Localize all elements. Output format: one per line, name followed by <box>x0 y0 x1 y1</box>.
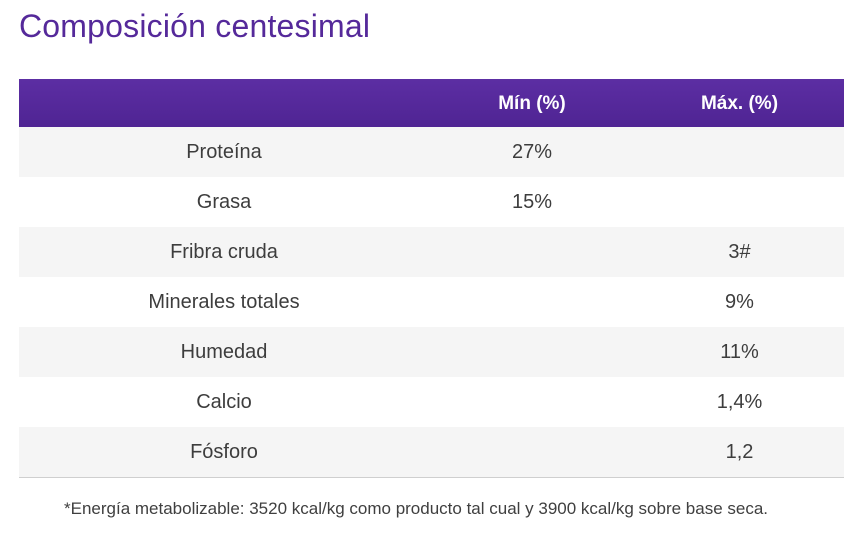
table-row: Fósforo 1,2 <box>19 427 844 477</box>
row-name: Humedad <box>180 340 268 363</box>
row-max: 3# <box>728 240 751 263</box>
row-max: 11% <box>720 340 759 363</box>
table-row: Calcio 1,4% <box>19 377 844 427</box>
row-name: Proteína <box>186 140 262 163</box>
table-row: Minerales totales 9% <box>19 277 844 327</box>
table-row: Proteína 27% <box>19 127 844 177</box>
row-name: Grasa <box>196 190 252 213</box>
table-header: Mín (%) Máx. (%) <box>19 79 844 127</box>
row-name: Fribra cruda <box>170 240 278 263</box>
row-max: 1,2 <box>725 440 754 463</box>
footnote: *Energía metabolizable: 3520 kcal/kg com… <box>64 499 769 518</box>
table-row: Grasa 15% <box>19 177 844 227</box>
row-name: Minerales totales <box>148 290 300 313</box>
composition-table: Mín (%) Máx. (%) Proteína 27% Grasa 15% … <box>19 79 844 478</box>
row-max: 9% <box>725 290 754 313</box>
row-name: Fósforo <box>190 440 258 463</box>
row-max: 1,4% <box>716 390 763 413</box>
row-name: Calcio <box>196 390 252 413</box>
header-cell-min: Mín (%) <box>498 93 566 114</box>
header-cell-max: Máx. (%) <box>700 93 779 114</box>
table-row: Fribra cruda 3# <box>19 227 844 277</box>
row-min: 15% <box>511 190 553 213</box>
row-min: 27% <box>511 140 553 163</box>
table-row: Humedad 11% <box>19 327 844 377</box>
page-title: Composición centesimal <box>19 8 371 44</box>
